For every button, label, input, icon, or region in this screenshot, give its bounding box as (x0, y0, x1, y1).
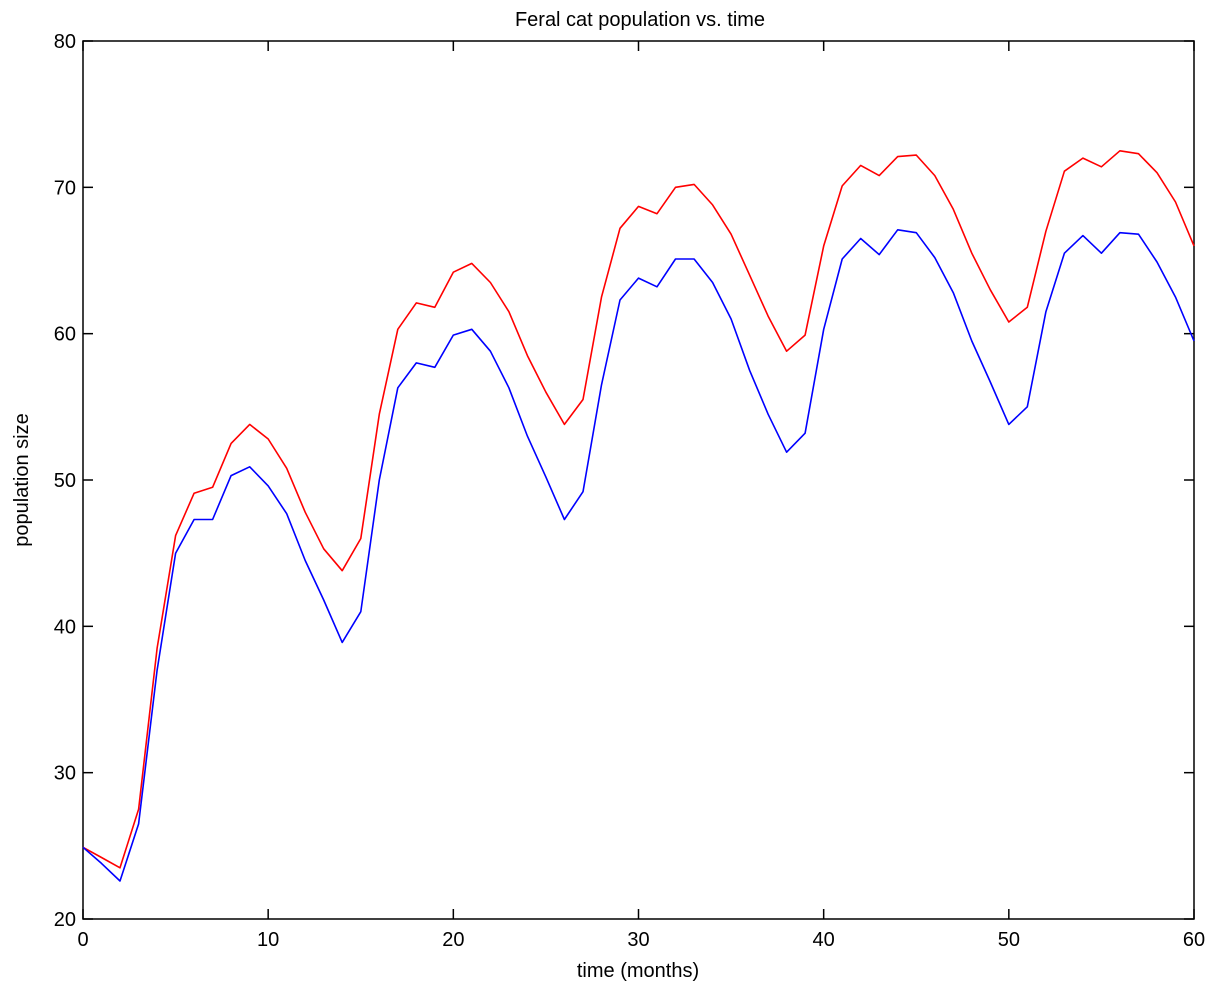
x-axis-label: time (months) (577, 960, 699, 982)
series-group (82, 150, 1195, 882)
x-tick-label: 50 (998, 929, 1020, 951)
axis-ticks: 0 10 20 30 40 50 60 20 30 40 50 60 70 80 (54, 31, 1205, 951)
plot-area (82, 40, 1195, 920)
y-tick-label: 40 (54, 616, 76, 638)
series-line-red (82, 150, 1195, 869)
y-tick-label: 60 (54, 324, 76, 346)
chart-title: Feral cat population vs. time (515, 9, 765, 31)
y-tick-label: 70 (54, 177, 76, 199)
x-tick-label: 40 (813, 929, 835, 951)
y-tick-label: 30 (54, 763, 76, 785)
x-tick-label: 60 (1183, 929, 1205, 951)
y-tick-label: 50 (54, 470, 76, 492)
x-tick-label: 20 (442, 929, 464, 951)
y-tick-label: 80 (54, 31, 76, 53)
y-axis-label: population size (11, 413, 33, 546)
x-tick-label: 10 (257, 929, 279, 951)
series-line-blue (82, 229, 1195, 882)
x-tick-label: 30 (627, 929, 649, 951)
y-tick-label: 20 (54, 909, 76, 931)
x-tick-label: 0 (77, 929, 88, 951)
